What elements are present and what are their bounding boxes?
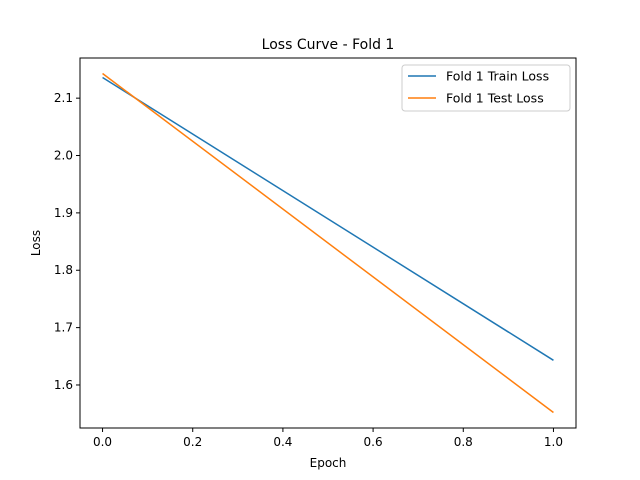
y-tick-label: 1.9: [54, 206, 73, 220]
legend: Fold 1 Train Loss Fold 1 Test Loss: [401, 64, 571, 112]
y-axis-label: Loss: [29, 230, 43, 256]
y-tick-label: 1.8: [54, 263, 73, 277]
x-tick-label: 0.0: [93, 435, 112, 449]
chart-title: Loss Curve - Fold 1: [262, 37, 395, 53]
y-tick-label: 1.6: [54, 378, 73, 392]
axis-ticks: 0.0 0.2 0.4 0.6 0.8 1.0 1.6 1.7 1.8 1.9 2.0 2.1: [54, 91, 563, 449]
y-tick-label: 1.7: [54, 321, 73, 335]
series-line-test: [102, 72, 554, 414]
x-axis-label: Epoch: [310, 456, 347, 470]
x-tick-label: 0.2: [183, 435, 202, 449]
x-tick-label: 0.4: [273, 435, 292, 449]
x-tick-label: 0.8: [454, 435, 473, 449]
x-tick-label: 0.6: [364, 435, 383, 449]
y-tick-label: 2.0: [54, 149, 73, 163]
legend-box: [401, 64, 571, 112]
legend-label: Fold 1 Train Loss: [446, 69, 549, 84]
series-lines: [102, 72, 554, 414]
series-line-train: [102, 76, 554, 361]
x-tick-label: 1.0: [544, 435, 563, 449]
y-tick-label: 2.1: [54, 91, 73, 105]
plot-frame: [79, 57, 577, 429]
legend-label: Fold 1 Test Loss: [446, 91, 544, 106]
